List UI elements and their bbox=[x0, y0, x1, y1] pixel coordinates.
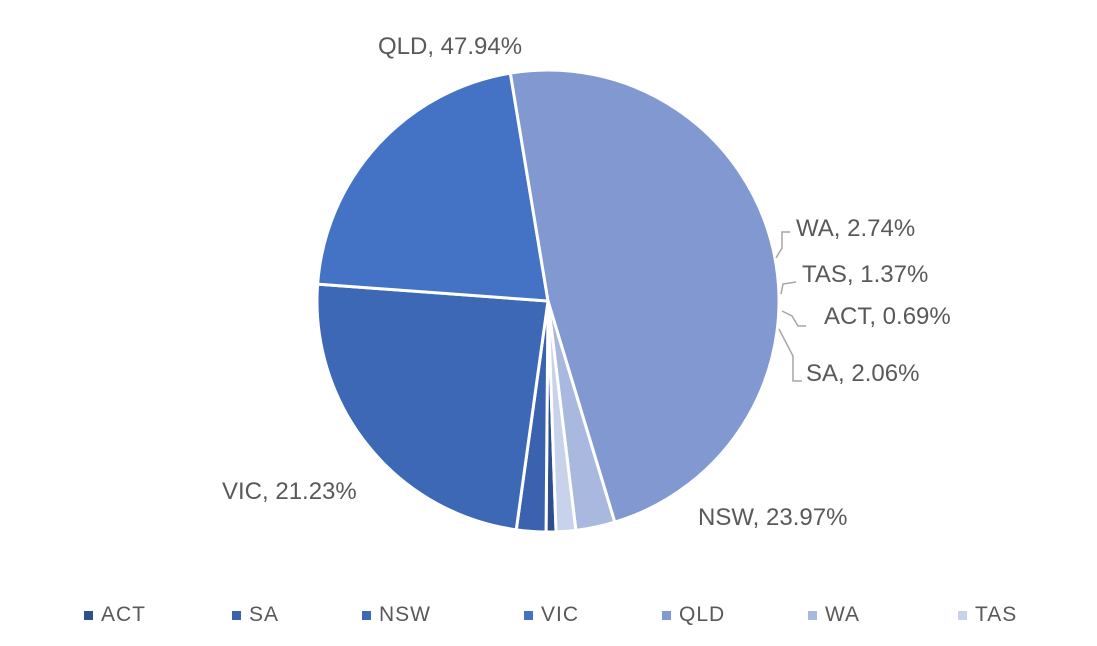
legend-label-qld: QLD bbox=[679, 603, 726, 626]
legend-label-sa: SA bbox=[249, 603, 280, 626]
data-label-qld: QLD, 47.94% bbox=[378, 33, 522, 60]
legend-label-tas: TAS bbox=[975, 603, 1018, 626]
data-labels: ACT, 0.69% SA, 2.06% NSW, 23.97% VIC, 21.23… bbox=[222, 33, 951, 531]
data-label-sa: SA, 2.06% bbox=[806, 360, 919, 387]
legend-swatch-nsw bbox=[362, 610, 371, 620]
legend-item-vic: VIC bbox=[524, 603, 579, 627]
legend-item-act: ACT bbox=[84, 603, 146, 627]
pie-slice-vic bbox=[316, 71, 550, 303]
leader-line-sa bbox=[778, 328, 802, 382]
legend-label-wa: WA bbox=[825, 603, 861, 626]
pie-slice-nsw bbox=[315, 282, 550, 532]
legend-swatch-act bbox=[84, 610, 93, 620]
leader-line-wa bbox=[775, 231, 790, 259]
legend-label-vic: VIC bbox=[541, 603, 580, 626]
legend-item-tas: TAS bbox=[958, 603, 1017, 627]
data-label-wa: WA, 2.74% bbox=[796, 215, 915, 242]
pie-slices bbox=[315, 68, 781, 534]
legend-swatch-sa bbox=[232, 610, 241, 620]
legend-item-sa: SA bbox=[232, 603, 279, 627]
pie-slice-tas bbox=[546, 299, 578, 534]
legend-item-wa: WA bbox=[808, 603, 860, 627]
data-label-act: ACT, 0.69% bbox=[824, 303, 951, 330]
legend-label-act: ACT bbox=[101, 603, 146, 626]
leader-line-act bbox=[781, 310, 806, 327]
legend-swatch-wa bbox=[808, 610, 817, 620]
data-label-tas: TAS, 1.37% bbox=[802, 261, 928, 288]
leader-lines bbox=[775, 231, 806, 382]
legend-swatch-qld bbox=[662, 610, 671, 620]
legend-swatch-vic bbox=[524, 610, 533, 620]
legend-label-nsw: NSW bbox=[379, 603, 431, 626]
data-label-nsw: NSW, 23.97% bbox=[698, 504, 847, 531]
legend-swatch-tas bbox=[958, 610, 967, 620]
legend-item-nsw: NSW bbox=[362, 603, 431, 627]
leader-line-tas bbox=[780, 281, 797, 295]
data-label-vic: VIC, 21.23% bbox=[222, 478, 357, 505]
legend-item-qld: QLD bbox=[662, 603, 725, 627]
pie-slice-qld bbox=[508, 68, 781, 524]
chart-legend: ACT SA NSW VIC QLD WA TAS bbox=[0, 603, 1097, 633]
